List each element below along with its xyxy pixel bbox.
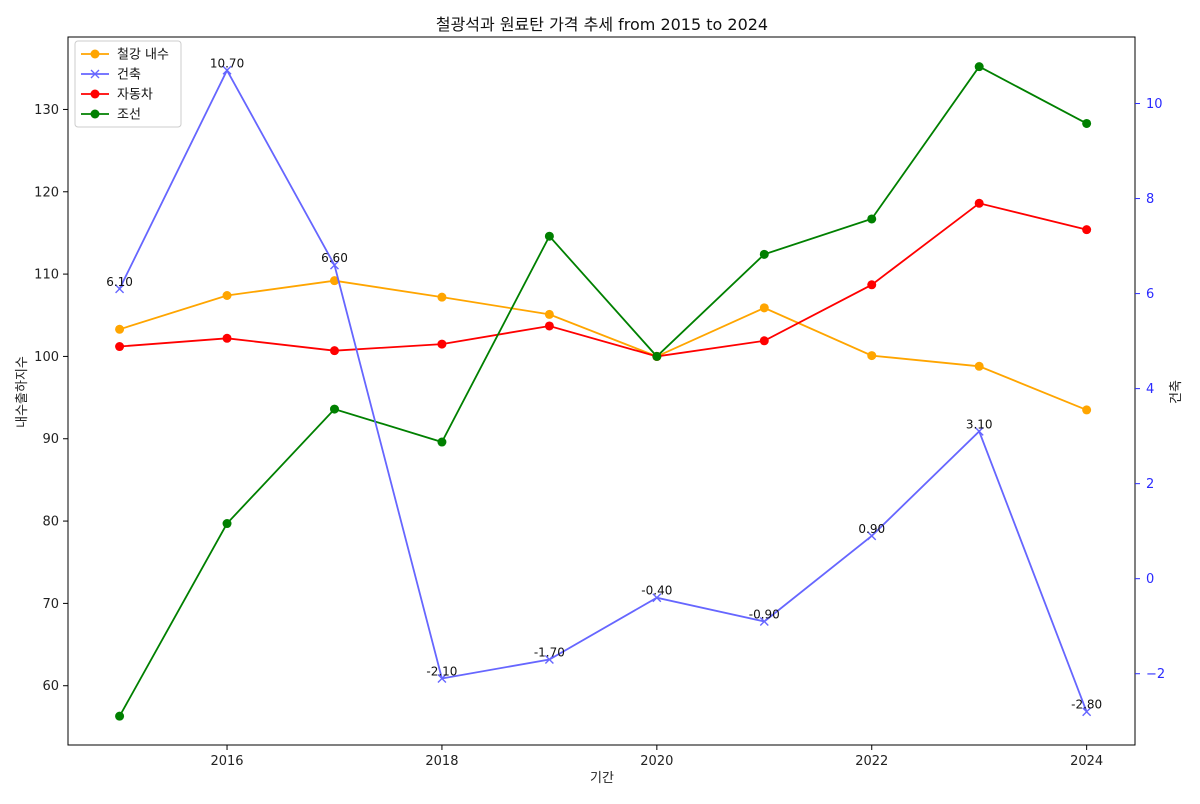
data-label: -2.80 (1071, 698, 1102, 712)
data-label: 6.60 (321, 251, 348, 265)
data-label: -1.70 (534, 645, 565, 659)
chart-title: 철광석과 원료탄 가격 추세 from 2015 to 2024 (436, 15, 768, 34)
left-y-tick-label: 110 (34, 268, 59, 283)
left-y-axis-ticks: 60 70 80 90 100 110 120 130 (34, 103, 68, 694)
data-point-marker (652, 351, 662, 361)
data-point-marker (115, 342, 125, 352)
data-point-marker (329, 260, 339, 270)
data-point-marker (437, 673, 447, 683)
legend-marker (90, 89, 100, 99)
data-point-marker (759, 616, 769, 626)
right-y-axis-title: 건축 (1169, 380, 1184, 404)
data-point-marker (437, 292, 447, 302)
legend-marker (90, 69, 100, 79)
data-label: 0.90 (858, 522, 885, 536)
right-y-tick-label: −2 (1146, 667, 1165, 682)
data-point-marker (1082, 225, 1092, 235)
left-y-tick-label: 90 (42, 432, 59, 447)
legend-label: 철강 내수 (117, 48, 169, 63)
legend-marker (90, 109, 100, 119)
x-axis-title: 기간 (590, 771, 614, 786)
data-labels-layer: 6.10 10.70 6.60 -2.10 -1.70 -0.40 -0.90 0.90 3.1… (106, 56, 1102, 711)
left-y-tick-label: 130 (34, 103, 59, 118)
right-y-tick-label: 0 (1146, 572, 1154, 587)
data-label: -0.90 (749, 607, 780, 621)
data-point-marker (329, 346, 339, 356)
x-tick-label: 2022 (855, 754, 888, 769)
series-line-1 (118, 68, 1088, 713)
right-y-tick-label: 4 (1146, 382, 1154, 397)
series-line-2 (119, 202, 1087, 358)
data-point-marker (544, 309, 554, 319)
right-y-axis-ticks: −2 0 2 4 6 8 10 (1135, 97, 1165, 682)
legend-box (74, 40, 182, 128)
data-label: 6.10 (106, 275, 133, 289)
series-line-3 (118, 65, 1088, 717)
data-point-marker (329, 404, 339, 414)
data-point-marker (544, 231, 554, 241)
left-y-axis-title: 내수출하지수 (15, 356, 30, 428)
left-y-tick-label: 70 (42, 597, 59, 612)
x-axis-ticks: 2016 2018 2020 2022 2024 (210, 745, 1103, 769)
right-y-tick-label: 8 (1146, 192, 1154, 207)
left-y-tick-label: 80 (42, 515, 59, 530)
left-y-tick-label: 100 (34, 350, 59, 365)
data-point-marker (115, 324, 125, 334)
legend-label: 건축 (117, 68, 141, 83)
data-point-marker (115, 284, 125, 294)
left-y-tick-label: 60 (42, 679, 59, 694)
x-tick-label: 2024 (1070, 754, 1103, 769)
data-label: 3.10 (966, 417, 993, 431)
data-point-marker (759, 249, 769, 259)
data-point-marker (974, 426, 984, 436)
data-point-marker (974, 62, 984, 72)
right-y-tick-label: 10 (1146, 97, 1163, 112)
data-point-marker (437, 339, 447, 349)
data-point-marker (222, 333, 232, 343)
data-point-marker (867, 214, 877, 224)
x-tick-label: 2018 (425, 754, 458, 769)
right-y-tick-label: 6 (1146, 287, 1154, 302)
right-y-tick-label: 2 (1146, 477, 1154, 492)
data-point-marker (974, 198, 984, 208)
data-point-marker (222, 65, 232, 75)
data-point-marker (867, 351, 877, 361)
data-point-marker (544, 654, 554, 664)
series-layer (115, 62, 1092, 721)
data-point-marker (867, 280, 877, 290)
data-point-marker (1082, 707, 1092, 717)
data-point-marker (759, 336, 769, 346)
legend-label: 조선 (117, 108, 141, 123)
data-point-marker (329, 276, 339, 286)
data-point-marker (759, 303, 769, 313)
series-line-0 (119, 279, 1087, 411)
data-label: -0.40 (641, 584, 672, 598)
data-point-marker (544, 321, 554, 331)
x-tick-label: 2020 (640, 754, 673, 769)
legend-marker (90, 49, 100, 59)
data-label: -2.10 (426, 664, 457, 678)
data-point-marker (115, 711, 125, 721)
data-point-marker (1082, 118, 1092, 128)
data-point-marker (974, 361, 984, 371)
data-point-marker (222, 519, 232, 529)
data-point-marker (1082, 405, 1092, 415)
data-point-marker (437, 437, 447, 447)
data-label: 10.70 (210, 56, 244, 70)
data-point-marker (867, 531, 877, 541)
data-point-marker (222, 291, 232, 301)
plot-frame (67, 36, 1136, 746)
x-tick-label: 2016 (210, 754, 243, 769)
legend-label: 자동차 (117, 88, 153, 103)
left-y-tick-label: 120 (34, 185, 59, 200)
data-point-marker (652, 593, 662, 603)
